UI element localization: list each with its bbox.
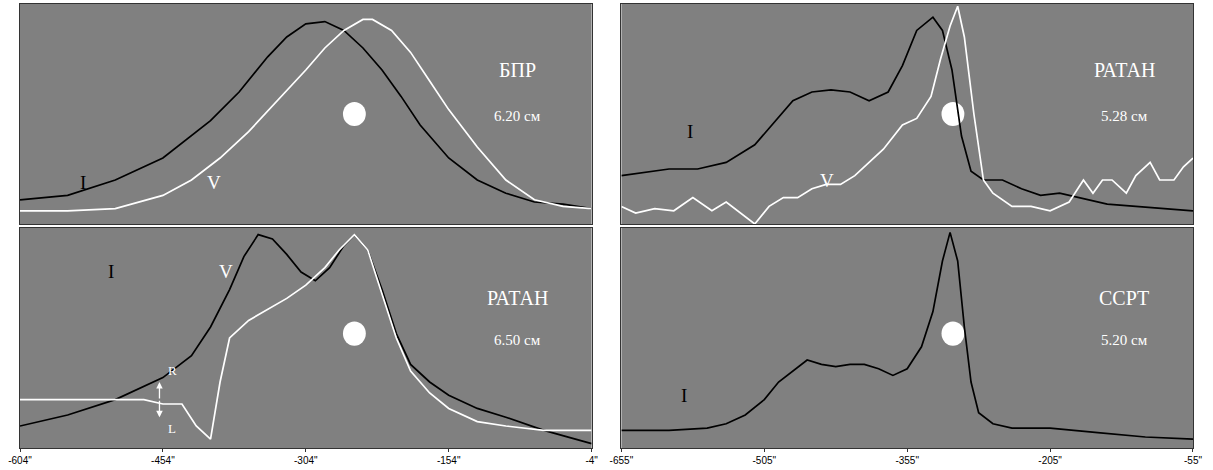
svg-text:6.50 см: 6.50 см xyxy=(494,332,541,348)
svg-text:-205": -205" xyxy=(1038,455,1062,466)
svg-text:-505": -505" xyxy=(753,455,777,466)
svg-text:-355": -355" xyxy=(895,455,919,466)
svg-text:5.28 см: 5.28 см xyxy=(1101,108,1148,124)
svg-text:-655": -655" xyxy=(610,455,634,466)
svg-text:R: R xyxy=(168,363,177,378)
svg-text:-55": -55" xyxy=(1184,455,1202,466)
svg-text:V: V xyxy=(207,172,221,193)
svg-text:I: I xyxy=(80,172,86,193)
svg-text:ССРТ: ССРТ xyxy=(1099,287,1149,309)
svg-text:-154": -154" xyxy=(437,455,461,466)
svg-text:V: V xyxy=(820,170,834,191)
svg-text:-604": -604" xyxy=(8,455,32,466)
svg-text:-4": -4" xyxy=(585,455,598,466)
svg-text:БПР: БПР xyxy=(499,59,536,81)
svg-text:РАТАН: РАТАН xyxy=(487,287,548,309)
svg-text:L: L xyxy=(168,421,176,436)
svg-text:-454": -454" xyxy=(151,455,175,466)
svg-text:6.20 см: 6.20 см xyxy=(494,108,541,124)
svg-text:I: I xyxy=(108,261,114,282)
svg-text:I: I xyxy=(687,121,693,142)
svg-text:V: V xyxy=(219,261,233,282)
svg-text:РАТАН: РАТАН xyxy=(1094,59,1155,81)
svg-text:-304": -304" xyxy=(294,455,318,466)
svg-text:I: I xyxy=(681,385,687,406)
svg-text:5.20 см: 5.20 см xyxy=(1101,332,1148,348)
